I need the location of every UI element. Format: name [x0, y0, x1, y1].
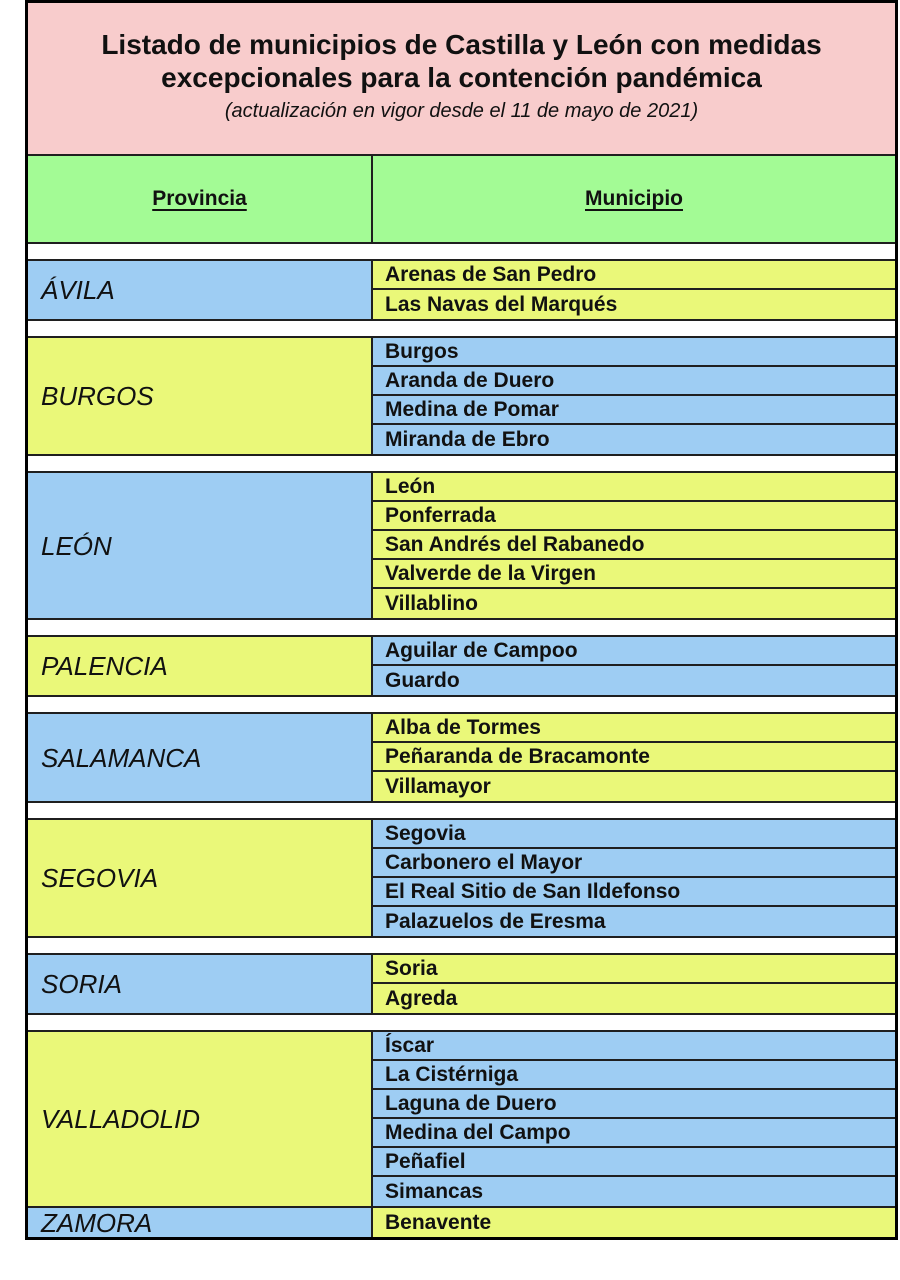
municipality-cell: Íscar: [373, 1032, 895, 1061]
municipality-cell: Palazuelos de Eresma: [373, 907, 895, 936]
group-separator: [28, 321, 895, 336]
municipality-cell: Alba de Tormes: [373, 714, 895, 743]
group-separator: [28, 244, 895, 259]
municipality-cell: Peñaranda de Bracamonte: [373, 743, 895, 772]
column-header-row: Provincia Municipio: [28, 156, 895, 244]
municipality-column: Aguilar de Campoo Guardo: [373, 637, 895, 695]
group-separator: [28, 1015, 895, 1030]
municipality-cell: Ponferrada: [373, 502, 895, 531]
municipality-cell: Aguilar de Campoo: [373, 637, 895, 666]
group-separator: [28, 697, 895, 712]
column-header-municipio: Municipio: [585, 187, 683, 210]
municipality-cell: Valverde de la Virgen: [373, 560, 895, 589]
province-group-salamanca: SALAMANCA Alba de Tormes Peñaranda de Br…: [28, 712, 895, 803]
province-cell: SEGOVIA: [28, 820, 373, 936]
municipality-cell: Miranda de Ebro: [373, 425, 895, 454]
municipality-column: León Ponferrada San Andrés del Rabanedo …: [373, 473, 895, 618]
municipality-cell: San Andrés del Rabanedo: [373, 531, 895, 560]
municipality-cell: León: [373, 473, 895, 502]
municipality-column: Soria Agreda: [373, 955, 895, 1013]
municipality-cell: Guardo: [373, 666, 895, 695]
title-subtitle: (actualización en vigor desde el 11 de m…: [224, 100, 699, 122]
municipality-column: Burgos Aranda de Duero Medina de Pomar M…: [373, 338, 895, 454]
page-title-line-2: excepcionales para la contención pandémi…: [161, 62, 762, 93]
province-cell: SALAMANCA: [28, 714, 373, 801]
municipalities-table: Listado de municipios de Castilla y León…: [25, 0, 898, 1240]
province-cell: SORIA: [28, 955, 373, 1013]
municipality-column: Íscar La Cistérniga Laguna de Duero Medi…: [373, 1032, 895, 1206]
province-group-leon: LEÓN León Ponferrada San Andrés del Raba…: [28, 471, 895, 620]
municipality-cell: Peñafiel: [373, 1148, 895, 1177]
group-separator: [28, 620, 895, 635]
municipality-cell: La Cistérniga: [373, 1061, 895, 1090]
province-group-soria: SORIA Soria Agreda: [28, 953, 895, 1015]
province-cell: PALENCIA: [28, 637, 373, 695]
municipality-cell: Benavente: [373, 1208, 895, 1237]
column-header-provincia: Provincia: [28, 156, 373, 242]
province-group-palencia: PALENCIA Aguilar de Campoo Guardo: [28, 635, 895, 697]
province-cell: BURGOS: [28, 338, 373, 454]
municipality-column: Benavente: [373, 1208, 895, 1237]
municipality-cell: Agreda: [373, 984, 895, 1013]
municipality-cell: Segovia: [373, 820, 895, 849]
province-cell: VALLADOLID: [28, 1032, 373, 1206]
province-cell: LEÓN: [28, 473, 373, 618]
municipality-cell: Laguna de Duero: [373, 1090, 895, 1119]
municipality-cell: El Real Sitio de San Ildefonso: [373, 878, 895, 907]
municipality-column: Arenas de San Pedro Las Navas del Marqué…: [373, 261, 895, 319]
title-block: Listado de municipios de Castilla y León…: [28, 3, 895, 156]
municipality-cell: Aranda de Duero: [373, 367, 895, 396]
page-title-line-1: Listado de municipios de Castilla y León…: [101, 29, 822, 60]
province-group-segovia: SEGOVIA Segovia Carbonero el Mayor El Re…: [28, 818, 895, 938]
municipality-cell: Villamayor: [373, 772, 895, 801]
province-group-burgos: BURGOS Burgos Aranda de Duero Medina de …: [28, 336, 895, 456]
group-separator: [28, 803, 895, 818]
province-cell: ZAMORA: [28, 1208, 373, 1237]
municipality-cell: Medina del Campo: [373, 1119, 895, 1148]
municipality-cell: Las Navas del Marqués: [373, 290, 895, 319]
province-cell: ÁVILA: [28, 261, 373, 319]
municipality-cell: Soria: [373, 955, 895, 984]
municipality-column: Alba de Tormes Peñaranda de Bracamonte V…: [373, 714, 895, 801]
group-separator: [28, 938, 895, 953]
province-group-avila: ÁVILA Arenas de San Pedro Las Navas del …: [28, 259, 895, 321]
group-separator: [28, 456, 895, 471]
municipality-cell: Simancas: [373, 1177, 895, 1206]
municipality-cell: Villablino: [373, 589, 895, 618]
municipality-cell: Arenas de San Pedro: [373, 261, 895, 290]
province-group-zamora: ZAMORA Benavente: [28, 1208, 895, 1237]
municipality-cell: Medina de Pomar: [373, 396, 895, 425]
municipality-cell: Carbonero el Mayor: [373, 849, 895, 878]
municipality-column: Segovia Carbonero el Mayor El Real Sitio…: [373, 820, 895, 936]
municipality-cell: Burgos: [373, 338, 895, 367]
province-group-valladolid: VALLADOLID Íscar La Cistérniga Laguna de…: [28, 1030, 895, 1208]
